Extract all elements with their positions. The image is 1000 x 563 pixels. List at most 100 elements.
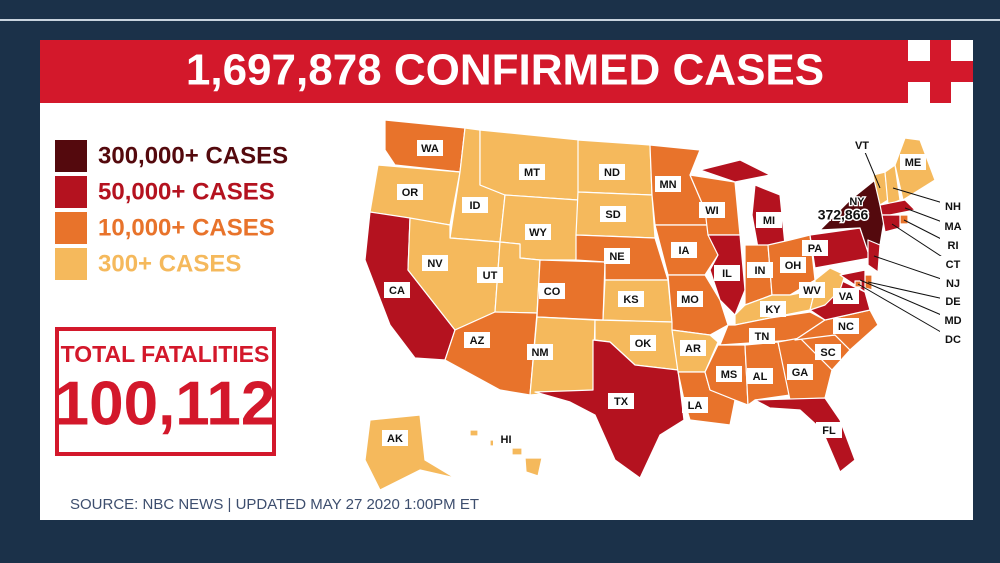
- label-box: [464, 332, 490, 348]
- label-box: [539, 283, 565, 299]
- state-label: AR: [685, 343, 701, 355]
- fatalities-box: [55, 327, 276, 456]
- state-count: 372,866: [818, 207, 869, 223]
- label-box: [608, 393, 634, 409]
- label-box: [940, 218, 966, 234]
- state-label: IA: [679, 245, 690, 257]
- legend-swatch: [55, 212, 87, 244]
- state-label: NH: [945, 201, 961, 213]
- state-label: WY: [529, 227, 547, 239]
- state-label: VA: [839, 291, 854, 303]
- legend-label: 300,000+ CASES: [98, 142, 288, 169]
- label-box: [816, 422, 842, 438]
- state-label: VT: [855, 140, 869, 152]
- label-box: [833, 318, 859, 334]
- state-label: MD: [944, 315, 961, 327]
- state-shape: [884, 164, 901, 206]
- label-box: [527, 344, 553, 360]
- label-box: [382, 430, 408, 446]
- state-label: DC: [945, 334, 961, 346]
- state-label: SD: [605, 209, 620, 221]
- state-label: CO: [544, 286, 561, 298]
- state-label: HI: [501, 434, 512, 446]
- label-box: [655, 176, 681, 192]
- state-label: NY: [849, 196, 865, 208]
- red-cross: [908, 40, 973, 103]
- state-label: WI: [705, 205, 718, 217]
- fatalities-value: 100,112: [55, 369, 276, 438]
- state-label: FL: [822, 425, 836, 437]
- label-box: [519, 164, 545, 180]
- state-label: LA: [688, 400, 703, 412]
- state-label: NM: [531, 347, 548, 359]
- state-label: ID: [470, 200, 481, 212]
- state-shape: [867, 239, 881, 273]
- state-shape: [524, 457, 543, 477]
- state-label: ND: [604, 167, 620, 179]
- label-box: [940, 198, 966, 214]
- label-box: [462, 197, 488, 213]
- header-band: [40, 40, 973, 103]
- state-label: KY: [765, 304, 781, 316]
- legend-swatch: [55, 176, 87, 208]
- label-box: [680, 340, 706, 356]
- state-label: SC: [820, 347, 835, 359]
- state-label: OH: [785, 260, 802, 272]
- state-shape: [879, 199, 916, 216]
- leader-line: [867, 281, 954, 302]
- label-box: [493, 431, 519, 447]
- label-box: [397, 184, 423, 200]
- label-box: [525, 224, 551, 240]
- label-box: [940, 293, 966, 309]
- state-label: AL: [753, 371, 768, 383]
- state-label: IN: [755, 265, 766, 277]
- state-label: NC: [838, 321, 854, 333]
- fatalities-label: TOTAL FATALITIES: [61, 341, 270, 367]
- state-shape: [899, 214, 909, 225]
- label-box: [833, 288, 859, 304]
- label-box: [760, 301, 786, 317]
- label-box: [677, 291, 703, 307]
- label-box: [384, 282, 410, 298]
- label-box: [780, 257, 806, 273]
- header-title: 1,697,878 CONFIRMED CASES: [186, 46, 824, 95]
- state-label: TX: [614, 396, 629, 408]
- label-box: [716, 366, 742, 382]
- label-box: [417, 140, 443, 156]
- state-label: UT: [483, 270, 498, 282]
- legend-swatch: [55, 248, 87, 280]
- label-box: [604, 248, 630, 264]
- state-label: WA: [421, 143, 439, 155]
- state-label: TN: [755, 331, 770, 343]
- state-shape: [699, 159, 771, 183]
- label-box: [787, 364, 813, 380]
- state-label: MO: [681, 294, 699, 306]
- label-box: [900, 154, 926, 170]
- state-shape: [881, 214, 901, 233]
- state-label: IL: [722, 268, 732, 280]
- legend-label: 50,000+ CASES: [98, 178, 275, 205]
- label-box: [630, 335, 656, 351]
- label-box: [756, 212, 782, 228]
- state-label: GA: [792, 367, 809, 379]
- legend: 300,000+ CASES 50,000+ CASES 10,000+ CASES…: [55, 140, 288, 280]
- state-label: CT: [946, 259, 961, 271]
- label-box: [749, 328, 775, 344]
- label-box: [940, 237, 966, 253]
- state-shape: [469, 429, 479, 437]
- state-label: MI: [763, 215, 775, 227]
- legend-swatch: [55, 140, 87, 172]
- label-box: [714, 265, 740, 281]
- label-box: [747, 368, 773, 384]
- state-label: WV: [803, 285, 821, 297]
- label-box: [699, 202, 725, 218]
- label-box: [849, 137, 875, 153]
- state-label: RI: [948, 240, 959, 252]
- label-box: [940, 312, 966, 328]
- label-box: [671, 242, 697, 258]
- label-box: [477, 267, 503, 283]
- source: SOURCE: NBC NEWS | UPDATED MAY 27 2020 1…: [70, 496, 479, 513]
- legend-label: 300+ CASES: [98, 250, 241, 277]
- map: WA OR CA ID NV MT WY UT CO AZ NM ND SD NE KS OK TX MN IA MO…: [364, 119, 966, 491]
